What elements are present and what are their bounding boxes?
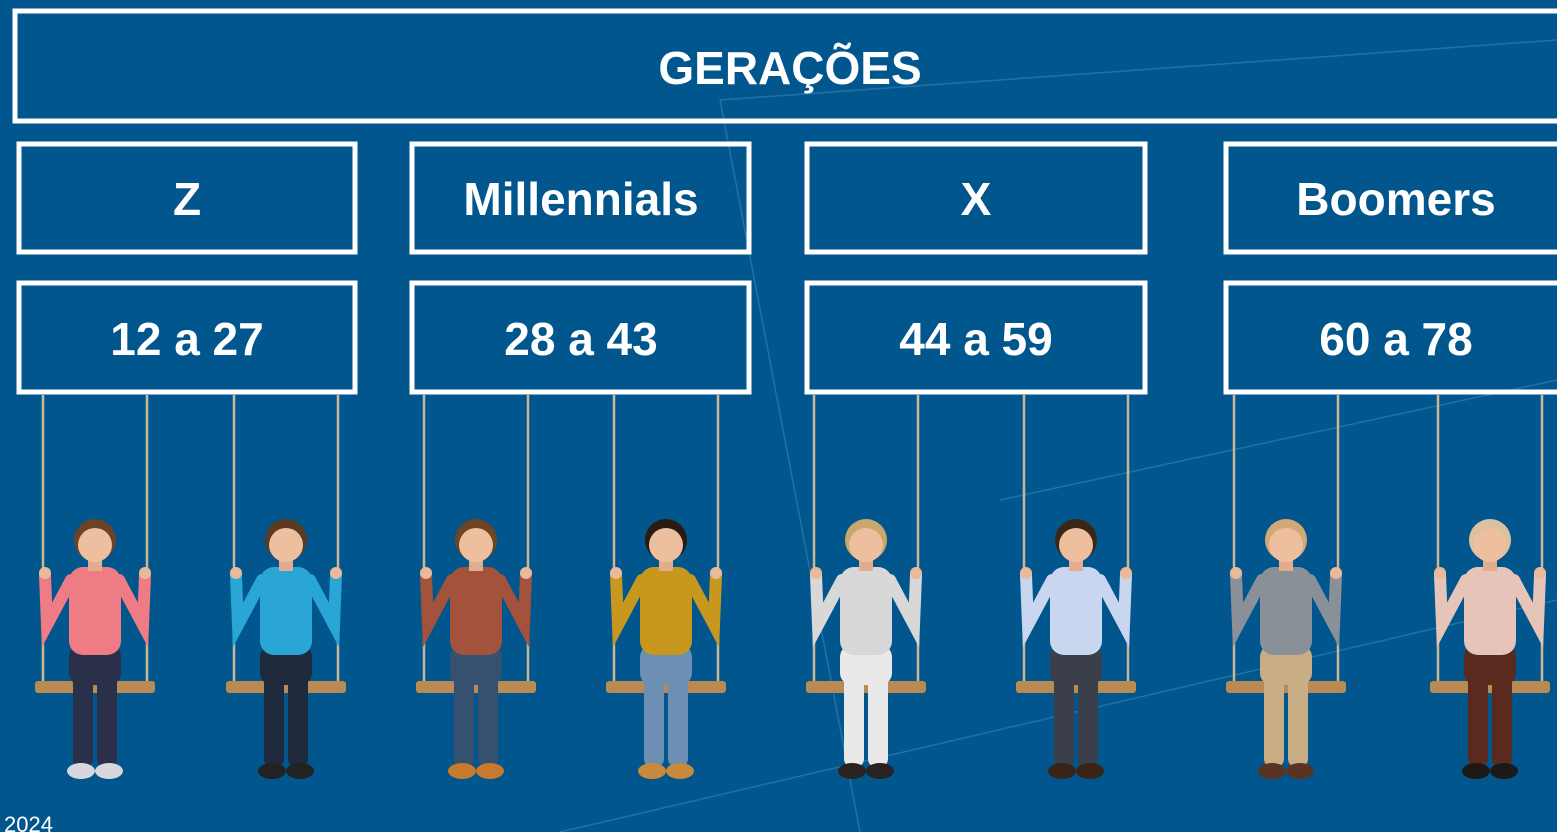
age-range: 60 a 78 <box>1319 313 1472 365</box>
generation-name: X <box>961 173 992 225</box>
name-box <box>409 141 752 255</box>
generation-millennials: Millennials 28 a 43 <box>409 141 752 395</box>
generation-z: Z 12 a 27 <box>16 141 358 395</box>
header: GERAÇÕES <box>12 8 1557 124</box>
generation-name: Millennials <box>463 173 698 225</box>
elderly-man <box>1226 395 1346 779</box>
elderly-woman <box>1430 395 1550 779</box>
generation-boomers: Boomers 60 a 78 <box>1223 141 1557 395</box>
age-box <box>1223 280 1557 395</box>
young-woman <box>606 395 726 779</box>
child-girl <box>35 395 155 779</box>
footer: 2024 <box>4 812 53 832</box>
age-box <box>409 280 752 395</box>
age-box <box>804 280 1148 395</box>
age-box <box>16 280 358 395</box>
generation-x: X 44 a 59 <box>804 141 1148 395</box>
age-range: 44 a 59 <box>899 313 1052 365</box>
child-boy <box>226 395 346 779</box>
age-range: 12 a 27 <box>110 313 263 365</box>
generation-name: Z <box>173 173 201 225</box>
title-box <box>12 8 1557 124</box>
title: GERAÇÕES <box>658 42 921 94</box>
generation-name: Boomers <box>1296 173 1495 225</box>
age-range: 28 a 43 <box>504 313 657 365</box>
swings <box>35 395 1550 779</box>
woman <box>806 395 926 779</box>
name-box <box>16 141 358 255</box>
name-box <box>1223 141 1557 255</box>
teen-boy <box>416 395 536 779</box>
name-box <box>804 141 1148 255</box>
